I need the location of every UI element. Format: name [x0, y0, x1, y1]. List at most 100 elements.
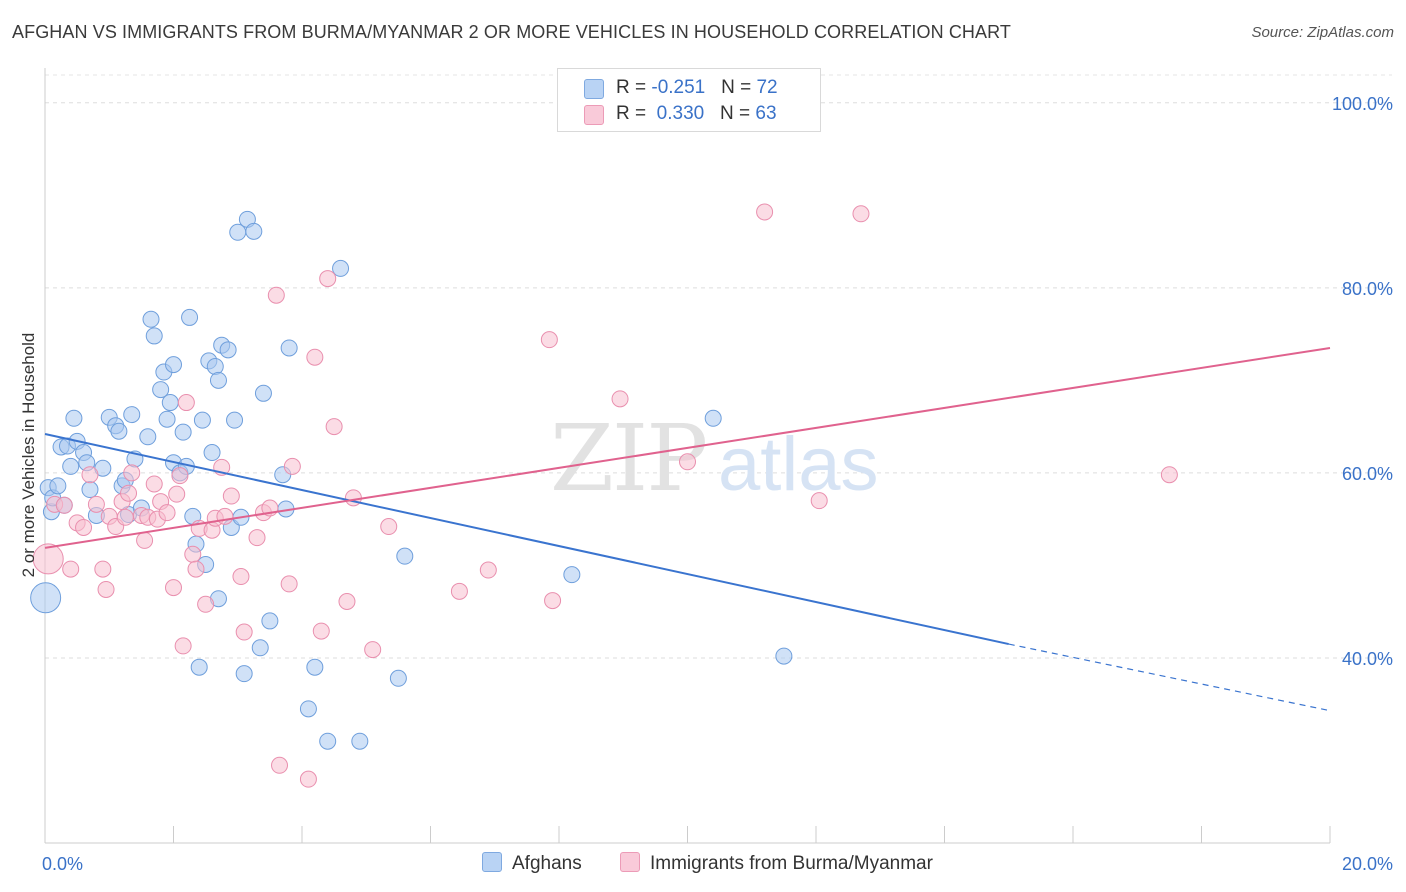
data-point: [364, 641, 382, 659]
x-tick-label: 0.0%: [42, 854, 83, 874]
burma-trend-line: [44, 346, 1331, 549]
data-point: [145, 327, 163, 345]
legend-n-label: N =: [721, 77, 757, 98]
data-point: [190, 658, 208, 676]
data-point: [611, 390, 629, 408]
data-point: [139, 428, 157, 446]
data-point: [62, 560, 80, 578]
legend-n-value: 63: [755, 103, 777, 124]
data-point: [338, 592, 356, 610]
data-point: [306, 658, 324, 676]
data-point: [94, 560, 112, 578]
legend-r-label: R =: [616, 77, 652, 98]
data-point: [563, 566, 581, 584]
data-point: [97, 580, 115, 598]
data-point: [123, 406, 141, 424]
data-point: [62, 457, 80, 475]
tick-labels: 40.0% 60.0% 80.0% 100.0% 0.0% 20.0%: [42, 94, 1393, 874]
data-point: [235, 665, 253, 683]
data-point: [319, 732, 337, 750]
afghans-trend-extension: [1008, 643, 1331, 712]
data-point: [232, 568, 250, 586]
data-point: [32, 543, 64, 575]
y-tick-label: 80.0%: [1342, 279, 1393, 299]
data-point: [161, 394, 179, 412]
grid-layer: [45, 74, 1392, 659]
data-point: [87, 495, 105, 513]
data-point: [174, 637, 192, 655]
data-point: [351, 732, 369, 750]
data-point: [704, 409, 722, 427]
data-point: [216, 507, 234, 525]
data-point: [756, 203, 774, 221]
data-point: [171, 467, 189, 485]
data-point: [110, 422, 128, 440]
data-point: [271, 756, 289, 774]
legend-n-value: 72: [756, 77, 778, 98]
data-point: [55, 496, 73, 514]
legend-r-label: R =: [616, 103, 652, 124]
data-point: [261, 612, 279, 630]
data-point: [136, 531, 154, 549]
data-point: [168, 485, 186, 503]
data-point: [165, 356, 182, 374]
legend-swatch-pink: [584, 105, 604, 125]
data-point: [852, 205, 870, 223]
data-point: [174, 423, 192, 441]
bottom-legend-burma: Immigrants from Burma/Myanmar: [620, 852, 933, 875]
data-point: [325, 418, 343, 436]
data-point: [248, 529, 266, 547]
legend-r-value: 0.330: [651, 103, 705, 124]
data-point: [283, 457, 301, 475]
data-point: [226, 411, 244, 429]
data-point: [380, 518, 398, 536]
data-point: [810, 492, 828, 510]
data-point: [222, 487, 240, 505]
data-point: [30, 582, 62, 614]
data-point: [177, 394, 195, 412]
data-point: [254, 384, 272, 402]
data-point: [540, 331, 558, 349]
data-point: [158, 410, 176, 428]
data-point: [235, 623, 253, 641]
y-axis-label: 2 or more Vehicles in Household: [19, 332, 38, 578]
bottom-swatch-blue: [482, 852, 502, 872]
afghans-trend-line: [44, 433, 1009, 646]
data-point: [312, 622, 330, 640]
data-point: [123, 464, 141, 482]
data-point: [209, 371, 227, 389]
data-point: [49, 477, 67, 495]
bottom-legend-label: Immigrants from Burma/Myanmar: [650, 853, 933, 874]
y-tick-label: 100.0%: [1332, 94, 1393, 114]
trend-lines: [44, 346, 1331, 712]
data-point: [187, 560, 205, 578]
data-point: [389, 669, 407, 687]
data-point: [75, 518, 93, 536]
data-point: [184, 545, 202, 563]
data-point: [181, 308, 199, 326]
data-point: [251, 639, 269, 657]
data-point: [152, 381, 170, 399]
data-point: [332, 259, 350, 277]
data-point: [245, 222, 263, 240]
data-point: [142, 310, 160, 328]
data-point: [396, 547, 414, 565]
bottom-swatch-pink: [620, 852, 640, 872]
chart-title: AFGHAN VS IMMIGRANTS FROM BURMA/MYANMAR …: [12, 22, 1012, 42]
data-point: [120, 484, 138, 502]
data-point: [775, 647, 793, 665]
correlation-legend: R = -0.251 N = 72 R = 0.330 N = 63: [557, 68, 821, 132]
axes-layer: [44, 68, 1331, 844]
source-credit: Source: ZipAtlas.com: [1251, 24, 1394, 41]
y-tick-label: 40.0%: [1342, 649, 1393, 669]
data-point: [81, 481, 99, 499]
bottom-legend-afghans: Afghans: [482, 852, 582, 875]
data-point: [679, 453, 696, 471]
data-point: [197, 595, 215, 613]
data-point: [544, 592, 562, 610]
data-point: [165, 579, 182, 597]
legend-r-value: -0.251: [651, 77, 706, 98]
data-point: [280, 575, 298, 593]
data-point: [193, 411, 211, 429]
